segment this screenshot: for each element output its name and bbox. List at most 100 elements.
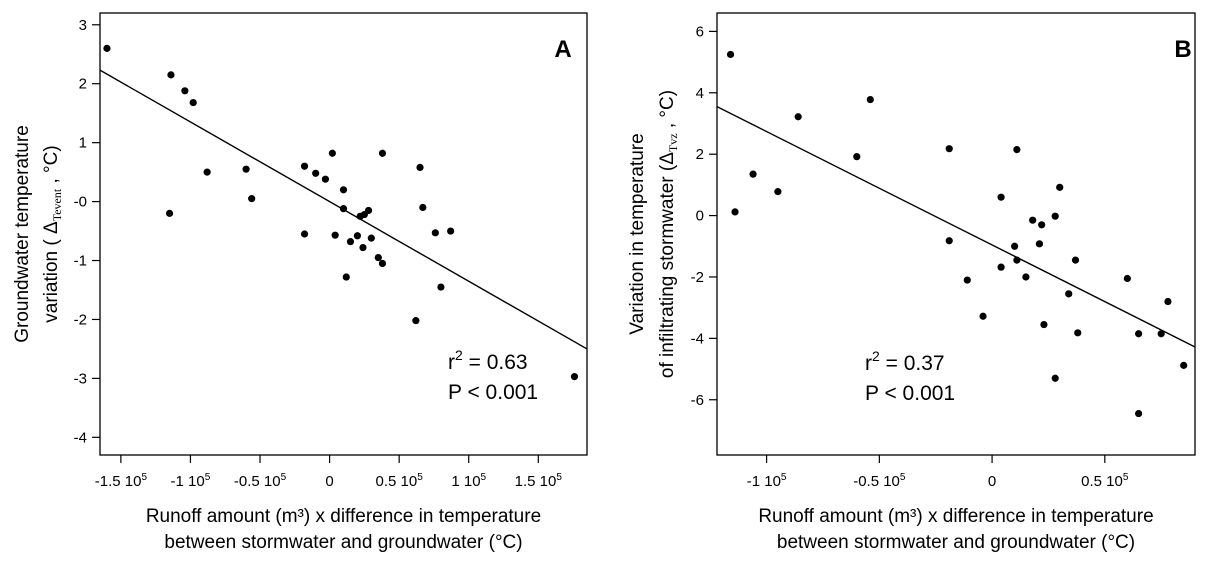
y-tick-label: -2 [691, 269, 704, 286]
data-point [997, 263, 1005, 271]
data-point [189, 98, 197, 107]
y-axis-label: Variation in temperature [627, 133, 648, 334]
data-point [248, 195, 256, 203]
y-tick-label: -1 [74, 253, 87, 270]
data-point [1071, 256, 1080, 264]
data-point [731, 208, 739, 216]
y-tick-label: 6 [696, 23, 704, 40]
x-tick-label: -1 105 [171, 472, 211, 490]
plot-frame [99, 12, 588, 456]
panel-label: B [1174, 36, 1191, 63]
data-point [945, 145, 953, 153]
y-tick-label: -2 [74, 311, 87, 328]
y-tick-label: 2 [79, 76, 87, 93]
x-tick-label: -0.5 105 [234, 472, 287, 490]
p-value-annotation: P < 0.001 [865, 382, 955, 405]
data-point [1123, 274, 1131, 283]
data-point [242, 165, 250, 173]
data-point [300, 162, 309, 170]
y-tick-label: 4 [696, 85, 704, 102]
y-tick-label: -4 [691, 330, 704, 347]
data-point [331, 231, 339, 239]
x-axis-label: Runoff amount (m³) x difference in tempe… [146, 506, 541, 527]
data-point [570, 373, 579, 381]
data-point [866, 95, 874, 104]
r-squared-annotation: r2 = 0.63 [448, 347, 528, 374]
y-tick-label: 3 [79, 17, 87, 34]
data-point [1135, 330, 1143, 338]
data-point [1164, 297, 1172, 306]
data-point [339, 205, 348, 213]
data-point [437, 283, 445, 291]
data-point [1013, 145, 1021, 154]
y-tick-label: -6 [691, 392, 704, 409]
data-point [1065, 290, 1073, 298]
y-tick-label: 0 [696, 208, 704, 225]
data-point [378, 259, 387, 268]
data-point [1035, 240, 1044, 248]
data-point [1051, 212, 1059, 220]
data-point [342, 273, 350, 281]
data-point [774, 188, 782, 196]
x-tick-label: -1.5 105 [95, 472, 148, 490]
data-point [945, 237, 953, 245]
y-axis-label: of infiltrating stormwater (ΔTvz , °C) [657, 90, 680, 378]
data-point [853, 153, 861, 161]
data-point [412, 317, 420, 325]
data-point [1022, 273, 1030, 281]
data-point [300, 230, 309, 238]
data-point [181, 87, 189, 95]
r-squared-annotation: r2 = 0.37 [865, 348, 945, 375]
data-point [1157, 330, 1165, 338]
data-point [726, 50, 735, 59]
data-point [749, 170, 757, 178]
plot-frame [716, 12, 1196, 456]
data-point [1038, 221, 1046, 229]
data-point [353, 232, 362, 240]
data-point [419, 203, 427, 212]
data-point [1051, 374, 1059, 382]
data-point [963, 276, 971, 284]
data-point [1056, 183, 1064, 191]
data-point [997, 193, 1005, 201]
x-tick-label: 0 [325, 473, 333, 490]
y-tick-label: 1 [79, 135, 87, 152]
x-tick-label: 1 105 [451, 472, 486, 490]
data-point [328, 149, 336, 157]
regression-line [716, 105, 1196, 348]
data-point [165, 209, 174, 217]
x-tick-label: 0.5 105 [1081, 472, 1129, 490]
x-axis-label: between stormwater and groundwater (°C) [777, 532, 1135, 553]
data-point [359, 243, 367, 252]
panel-label: A [554, 36, 571, 63]
data-point [167, 71, 175, 79]
y-axis-label: variation ( ΔTevent , °C) [41, 145, 64, 322]
x-tick-label: 1.5 105 [515, 472, 563, 490]
data-point [1074, 329, 1082, 337]
data-point [1135, 409, 1143, 418]
data-point [346, 238, 355, 246]
data-point [431, 229, 439, 237]
x-tick-label: -1 105 [747, 472, 787, 490]
data-point [203, 168, 211, 176]
data-point [1011, 242, 1019, 250]
x-axis-label: Runoff amount (m³) x difference in tempe… [758, 506, 1153, 527]
y-tick-label: 2 [696, 146, 704, 163]
data-point [447, 227, 455, 235]
data-point [367, 234, 375, 242]
data-point [979, 312, 987, 320]
x-tick-label: -0.5 105 [853, 472, 906, 490]
panel-a-chart: -1.5 105 -1 105 -0.5 105 0 0.5 105 1 105 1.5 1… [12, 12, 588, 553]
x-tick-label: 0 [988, 473, 996, 490]
data-point [1029, 216, 1037, 224]
data-point [416, 163, 424, 172]
y-tick-label: -4 [74, 429, 87, 446]
data-point [1013, 256, 1021, 264]
data-point [374, 253, 382, 262]
y-tick-label: -3 [74, 370, 87, 387]
data-point [378, 149, 387, 157]
x-axis-label: between stormwater and groundwater (°C) [164, 532, 522, 553]
data-point [103, 44, 111, 52]
data-point [1180, 361, 1188, 369]
